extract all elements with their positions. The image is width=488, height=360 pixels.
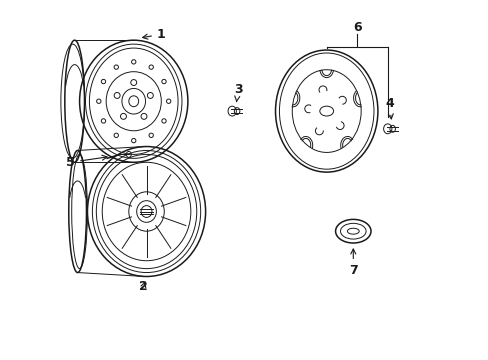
Text: 6: 6 <box>352 21 361 34</box>
Text: 3: 3 <box>233 83 242 102</box>
Text: 4: 4 <box>385 97 393 119</box>
Text: 7: 7 <box>348 249 357 277</box>
Text: 1: 1 <box>142 28 165 41</box>
Text: 5: 5 <box>66 155 107 169</box>
Text: 2: 2 <box>139 280 148 293</box>
